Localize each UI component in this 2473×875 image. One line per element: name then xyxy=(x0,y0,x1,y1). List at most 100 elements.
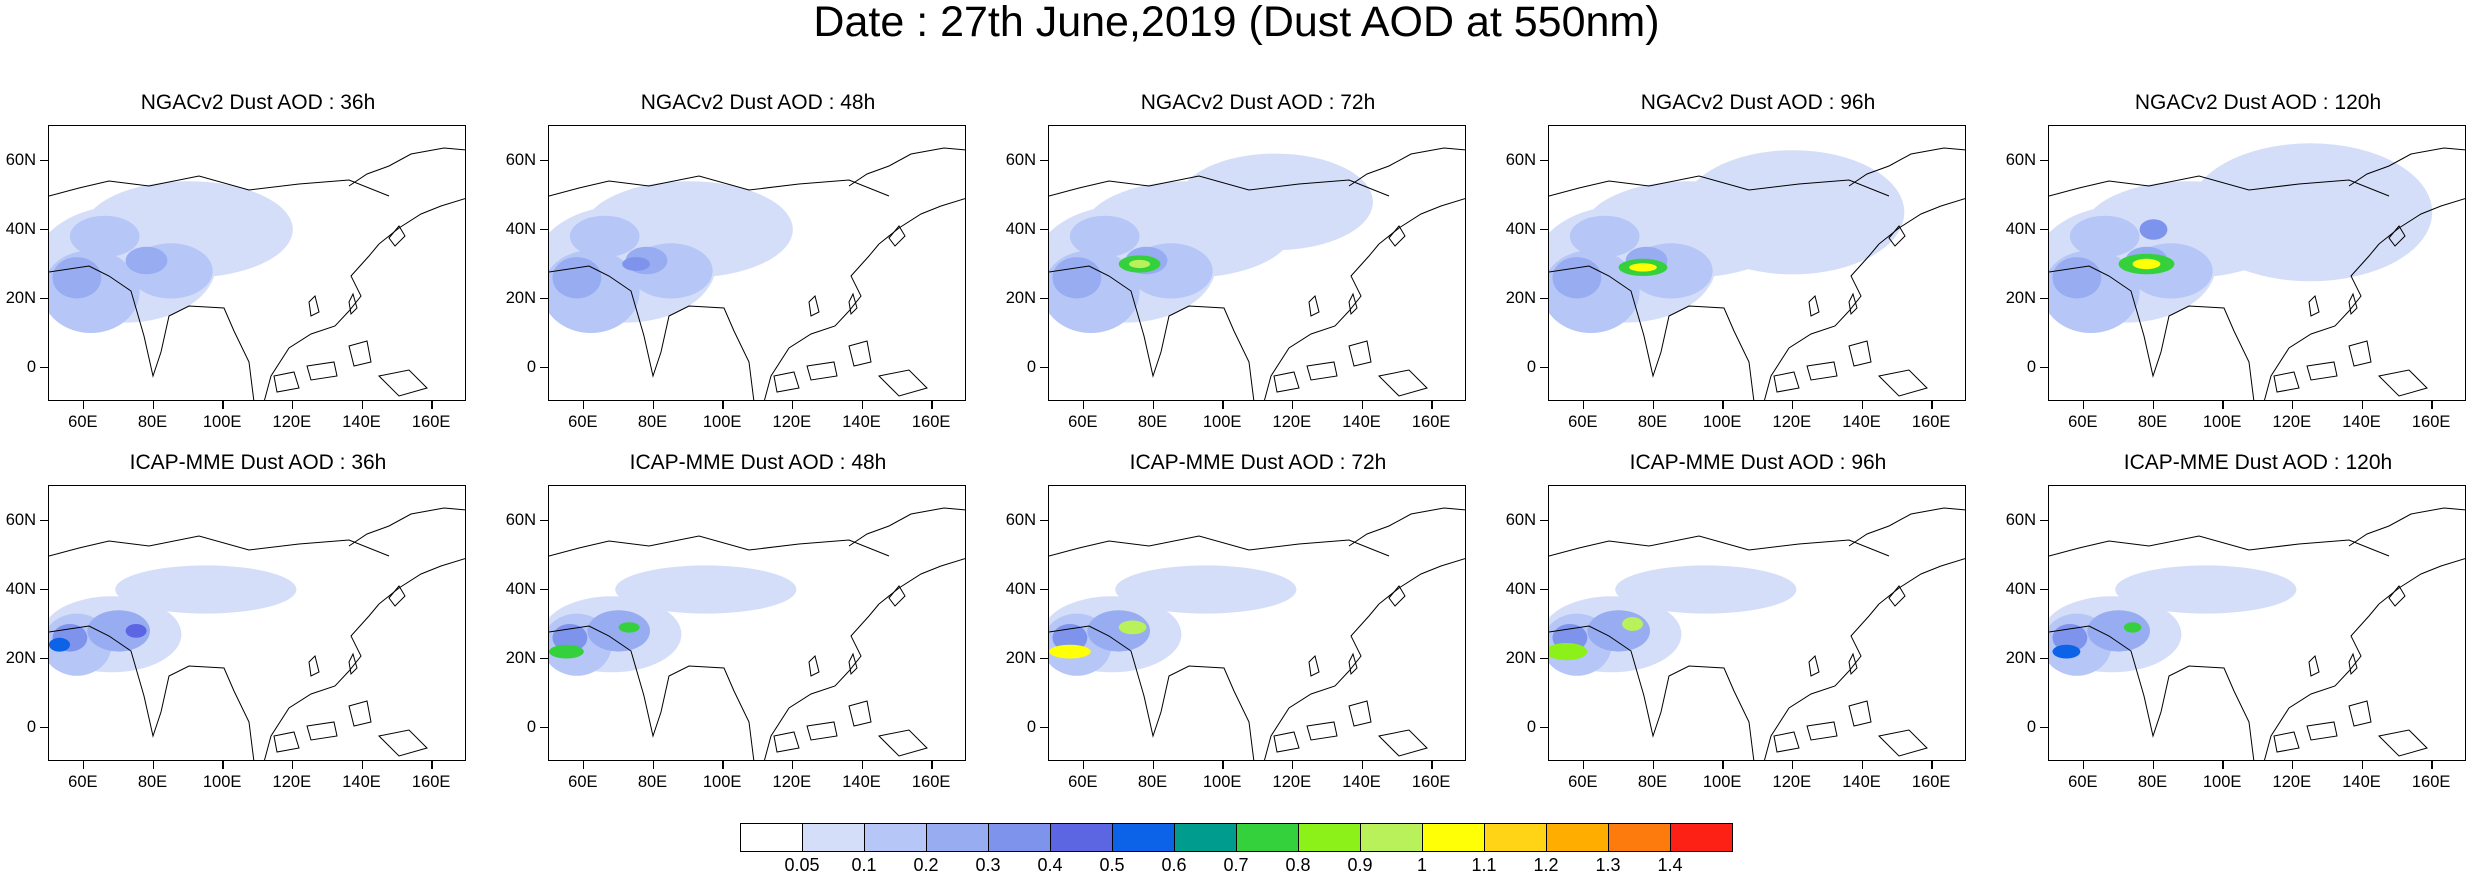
panel-title: ICAP-MME Dust AOD : 120h xyxy=(2123,451,2393,474)
island-outline xyxy=(377,729,428,757)
island-outline xyxy=(888,585,906,607)
aod-region xyxy=(622,257,650,271)
island-outline xyxy=(306,721,338,741)
colorbar-swatch xyxy=(1484,823,1547,852)
lat-tick-label: 0 xyxy=(1526,357,1536,376)
map-panel xyxy=(1048,125,1466,401)
island-outline xyxy=(2306,361,2338,381)
lat-tick-label: 40N xyxy=(1005,579,1036,598)
aod-region xyxy=(2188,143,2433,282)
coastline xyxy=(1549,625,1755,760)
lon-tick xyxy=(152,401,154,409)
lon-tick xyxy=(652,761,654,769)
lon-tick xyxy=(1582,761,1585,769)
island-outline xyxy=(1348,292,1358,316)
island-outline xyxy=(806,721,838,741)
lon-tick-label: 140E xyxy=(342,773,381,791)
lon-tick xyxy=(2152,401,2154,409)
lat-tick xyxy=(2040,519,2048,521)
coastline xyxy=(764,243,880,400)
aod-region xyxy=(1069,215,1140,258)
lon-tick xyxy=(1361,401,1363,409)
panel-title: ICAP-MME Dust AOD : 96h xyxy=(1629,451,1887,474)
lon-tick-label: 160E xyxy=(1411,773,1451,791)
coastline xyxy=(1848,147,1965,187)
coastline xyxy=(1049,265,1255,400)
colorbar-label: 0.5 xyxy=(1099,855,1125,875)
coastline xyxy=(1049,175,1390,197)
colorbar-label: 0.1 xyxy=(851,855,877,875)
map-panel xyxy=(48,125,466,401)
lat-tick xyxy=(40,159,48,161)
coastline xyxy=(1378,198,1465,245)
colorbar-swatch xyxy=(988,823,1051,852)
lat-tick xyxy=(2040,588,2048,590)
coastline xyxy=(2348,507,2465,547)
lon-tick xyxy=(791,401,794,409)
island-outline xyxy=(348,340,372,367)
island-outline xyxy=(888,225,906,247)
aod-region xyxy=(569,215,640,258)
lon-tick-label: 140E xyxy=(1842,773,1881,791)
lon-tick xyxy=(291,401,294,409)
lon-tick xyxy=(2361,761,2363,769)
colorbar-label: 0.05 xyxy=(784,855,820,875)
lon-tick xyxy=(222,761,224,769)
lat-tick-label: 0 xyxy=(526,717,536,736)
island-outline xyxy=(348,292,358,316)
aod-region xyxy=(2132,258,2161,270)
lat-tick xyxy=(40,657,48,659)
colorbar-swatch xyxy=(1112,823,1175,852)
lat-tick-label: 60N xyxy=(2005,510,2036,529)
lon-tick-label: 60E xyxy=(568,773,598,791)
lat-tick-label: 60N xyxy=(5,510,36,529)
island-outline xyxy=(1308,295,1320,317)
lon-tick xyxy=(431,761,433,769)
map-panel xyxy=(2048,125,2466,401)
island-outline xyxy=(773,371,800,393)
lat-tick xyxy=(1540,588,1548,590)
coastline xyxy=(1764,243,1880,400)
island-outline xyxy=(1848,292,1858,316)
lon-tick-label: 160E xyxy=(911,773,951,791)
lat-tick-label: 20N xyxy=(5,288,36,307)
lon-tick-label: 140E xyxy=(2342,413,2381,431)
lon-tick-label: 140E xyxy=(842,773,881,791)
coastline xyxy=(2049,175,2390,197)
panel-title: ICAP-MME Dust AOD : 36h xyxy=(129,451,387,474)
lon-tick xyxy=(861,761,863,769)
lat-tick xyxy=(1040,228,1048,230)
lon-tick xyxy=(1082,761,1085,769)
colorbar-swatch xyxy=(1174,823,1237,852)
figure-title: Date : 27th June,2019 (Dust AOD at 550nm… xyxy=(813,0,1660,46)
lat-tick-label: 20N xyxy=(2005,648,2036,667)
lon-tick xyxy=(652,401,654,409)
island-outline xyxy=(1808,295,1820,317)
lat-tick xyxy=(540,519,548,521)
aod-region xyxy=(2052,257,2102,299)
coastline xyxy=(378,558,465,605)
lon-tick-label: 60E xyxy=(68,773,98,791)
lon-tick-label: 160E xyxy=(911,413,951,431)
lat-tick-label: 40N xyxy=(1005,219,1036,238)
lat-tick-label: 20N xyxy=(1005,648,1036,667)
lat-tick-label: 0 xyxy=(526,357,536,376)
lon-tick-label: 60E xyxy=(2068,773,2098,791)
lat-tick-label: 0 xyxy=(2026,717,2036,736)
lon-tick-label: 160E xyxy=(411,413,451,431)
lat-tick xyxy=(1040,519,1048,521)
lon-tick-label: 160E xyxy=(2411,773,2451,791)
lon-tick-label: 60E xyxy=(568,413,598,431)
coastline xyxy=(549,535,890,557)
lat-tick-label: 60N xyxy=(1505,510,1536,529)
aod-field xyxy=(549,147,965,400)
coastline xyxy=(1549,175,1890,197)
island-outline xyxy=(306,361,338,381)
lat-tick xyxy=(40,588,48,590)
aod-region xyxy=(1052,257,1102,299)
island-outline xyxy=(308,655,320,677)
panel-title: NGACv2 Dust AOD : 72h xyxy=(1140,91,1376,114)
aod-region xyxy=(87,610,150,652)
island-outline xyxy=(273,731,300,753)
lon-tick-label: 100E xyxy=(702,413,742,431)
